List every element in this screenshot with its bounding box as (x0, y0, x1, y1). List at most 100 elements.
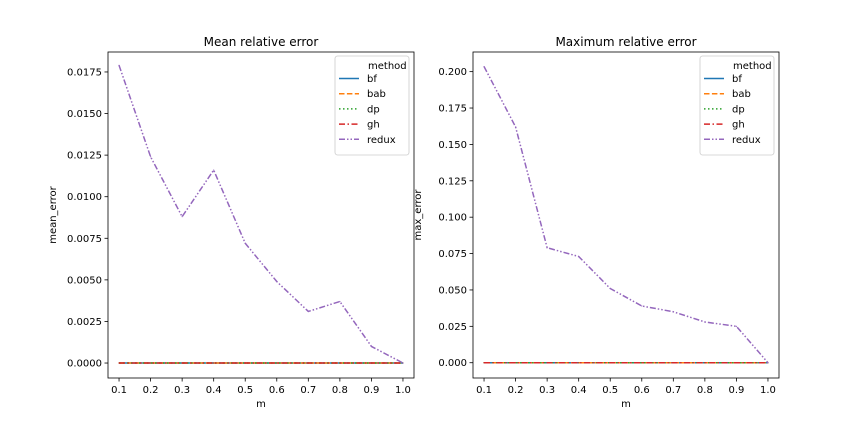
data-point-redux (402, 362, 404, 364)
x-tick-label: 0.3 (174, 385, 190, 396)
legend-label-dp: dp (732, 104, 745, 115)
legend-label-bf: bf (732, 74, 742, 85)
x-tick-label: 0.7 (665, 385, 681, 396)
data-point-gh (641, 362, 643, 364)
data-point-redux (609, 287, 611, 290)
data-point-redux (672, 311, 674, 313)
legend: method bf bab dp gh redux (699, 55, 775, 156)
series-line-redux (118, 65, 404, 364)
legend-title: method (368, 61, 407, 72)
x-tick-label: 0.1 (111, 385, 127, 396)
data-point-gh (514, 362, 517, 364)
data-point-gh (672, 362, 674, 364)
axes-frame (472, 51, 780, 379)
data-point-redux (735, 325, 738, 327)
data-point-redux (767, 362, 769, 364)
legend-label-gh: gh (732, 120, 745, 131)
legend-label-redux: redux (367, 135, 396, 146)
x-axis-label: m (621, 399, 631, 410)
x-tick-label: 0.1 (476, 385, 492, 396)
x-tick-label: 0.9 (363, 385, 379, 396)
x-axis-label: m (256, 399, 266, 410)
data-point-redux (546, 247, 548, 249)
chart-title: Mean relative error (204, 35, 319, 49)
chart-title: Maximum relative error (555, 35, 696, 49)
data-point-redux (181, 216, 183, 218)
x-tick-label: 1.0 (395, 385, 411, 396)
y-tick-label: 0.000 (438, 358, 467, 369)
y-tick-label: 0.0000 (67, 359, 102, 370)
y-axis-label: mean_error (48, 185, 59, 243)
data-point-redux (213, 169, 215, 171)
x-tick-label: 0.6 (269, 385, 285, 396)
data-point-redux (641, 305, 643, 307)
x-tick-label: 0.5 (602, 385, 618, 396)
x-tick-label: 0.9 (728, 385, 744, 396)
y-tick-label: 0.075 (438, 249, 467, 260)
y-tick-label: 0.175 (438, 104, 467, 115)
y-tick-label: 0.150 (438, 140, 467, 151)
data-point-redux (276, 280, 278, 283)
data-point-redux (483, 65, 485, 68)
y-tick-label: 0.0025 (67, 317, 102, 328)
y-tick-label: 0.100 (438, 213, 467, 224)
y-tick-label: 0.025 (438, 322, 467, 333)
x-tick-label: 0.2 (508, 385, 524, 396)
x-tick-label: 0.2 (143, 385, 159, 396)
x-tick-label: 0.8 (332, 385, 348, 396)
x-tick-label: 0.4 (571, 385, 587, 396)
data-point-redux (704, 321, 706, 323)
y-tick-label: 0.0175 (67, 67, 102, 78)
data-point-gh (546, 362, 548, 364)
y-tick-label: 0.125 (438, 176, 467, 187)
data-point-redux (514, 126, 517, 128)
data-point-redux (578, 255, 580, 258)
x-tick-label: 0.8 (697, 385, 713, 396)
data-point-redux (149, 156, 152, 158)
data-point-gh (118, 362, 120, 364)
x-tick-label: 0.5 (237, 385, 253, 396)
chart-panel-2: Maximum relative error 0.1 0.2 0.3 0.4 0.5 0.6… (413, 35, 780, 410)
y-tick-label: 0.0075 (67, 234, 102, 245)
data-point-gh (339, 362, 341, 364)
x-tick-label: 0.4 (206, 385, 222, 396)
data-point-redux (118, 64, 120, 66)
legend: method bf bab dp gh redux (334, 55, 410, 156)
data-point-redux (244, 242, 246, 244)
data-point-redux (339, 300, 341, 303)
legend-label-bab: bab (367, 89, 386, 100)
x-tick-label: 0.7 (300, 385, 316, 396)
data-point-gh (578, 362, 580, 364)
y-tick-label: 0.0050 (67, 275, 102, 286)
data-point-gh (483, 362, 485, 364)
data-point-gh (735, 362, 738, 364)
legend-frame (334, 55, 410, 156)
y-tick-label: 0.0100 (67, 192, 102, 203)
data-point-gh (181, 362, 183, 364)
legend-label-bab: bab (732, 89, 751, 100)
data-point-redux (370, 345, 373, 347)
data-point-gh (276, 362, 278, 364)
data-point-gh (149, 362, 152, 364)
series-line-redux (483, 66, 769, 364)
chart-panel-1: Mean relative error 0.1 0.2 0.3 0.4 0.5 0.6 0.7… (48, 35, 415, 410)
legend-label-bf: bf (367, 74, 377, 85)
legend-label-redux: redux (732, 135, 761, 146)
x-tick-label: 0.3 (539, 385, 555, 396)
legend-label-gh: gh (367, 120, 380, 131)
legend-label-dp: dp (367, 104, 380, 115)
data-point-gh (244, 362, 246, 364)
data-point-gh (370, 362, 373, 364)
y-tick-label: 0.050 (438, 285, 467, 296)
y-tick-label: 0.0125 (67, 151, 102, 162)
data-point-gh (307, 362, 309, 364)
y-tick-label: 0.0150 (67, 109, 102, 120)
data-point-gh (704, 362, 706, 364)
axes-frame (107, 51, 415, 379)
y-tick-label: 0.200 (438, 67, 467, 78)
legend-frame (699, 55, 775, 156)
data-point-gh (213, 362, 215, 364)
x-tick-label: 0.6 (634, 385, 650, 396)
y-axis-label: max_error (413, 189, 424, 241)
